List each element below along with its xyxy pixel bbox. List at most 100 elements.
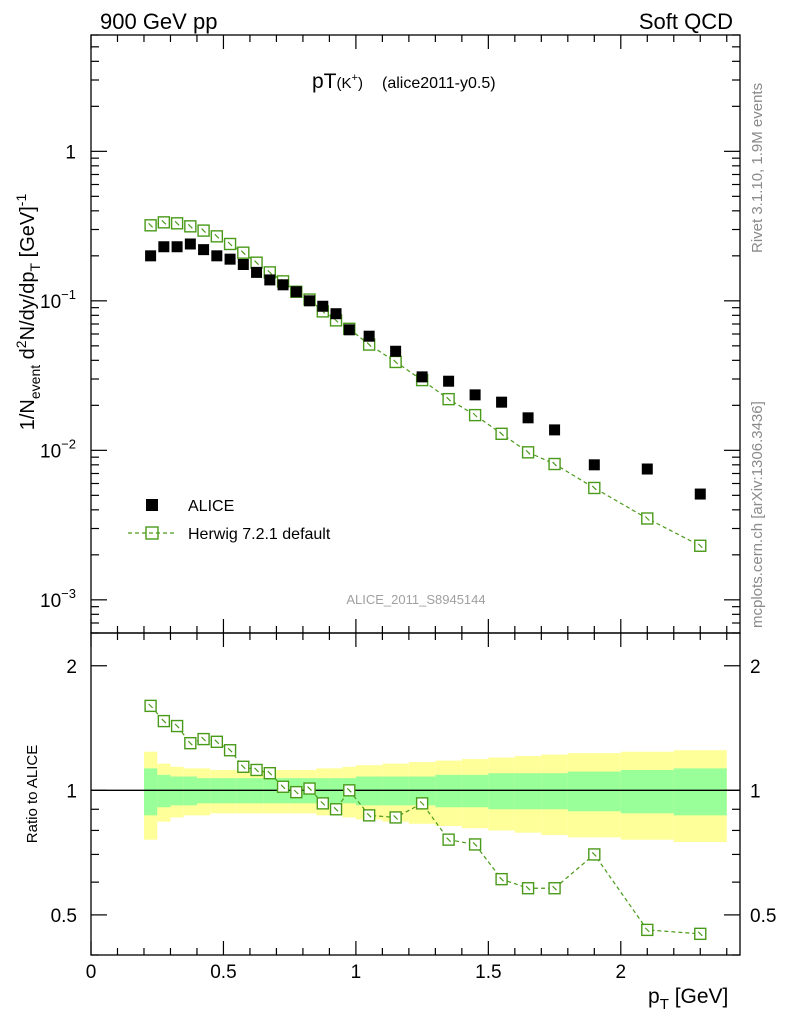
alice-marker [184, 238, 196, 250]
band-inner-bin [143, 768, 158, 816]
plot-title-sub: (K [337, 75, 352, 92]
legend: ALICE Herwig 7.2.1 default [128, 498, 331, 543]
band-inner-bin [157, 774, 171, 808]
herwig-marker-detail [697, 931, 703, 937]
herwig-marker-detail [254, 767, 259, 773]
herwig-marker-detail [201, 736, 207, 742]
x-tick-label: 0 [86, 962, 97, 983]
tick-exponent: −1 [61, 287, 76, 302]
herwig-marker-detail [393, 815, 399, 820]
ylabel-part-b-sup: 2 [13, 340, 29, 348]
herwig-marker-detail [499, 876, 505, 882]
alice-marker [330, 308, 342, 320]
alice-marker [251, 266, 263, 278]
alice-marker [641, 463, 653, 475]
main-y-tick-label: 1 [65, 142, 76, 163]
xlabel-sub: T [660, 996, 669, 1013]
alice-marker [522, 412, 534, 424]
herwig-marker-detail [307, 786, 312, 791]
alice-marker [198, 244, 210, 256]
x-tick-label: 1 [351, 962, 362, 983]
legend-label-herwig: Herwig 7.2.1 default [188, 526, 331, 543]
alice-marker [694, 488, 706, 500]
alice-marker [317, 300, 329, 312]
mcplots-reference-text: mcplots.cern.ch [arXiv:1306.3436] [749, 401, 766, 628]
ratio-y-tick-label-right: 2 [750, 657, 761, 678]
herwig-marker-detail [293, 789, 299, 795]
alice-marker [343, 324, 355, 336]
herwig-marker-detail [591, 852, 597, 857]
herwig-marker-detail [227, 241, 233, 247]
plot-title-sup: + [352, 72, 358, 84]
herwig-marker-detail [240, 250, 246, 256]
herwig-marker-detail [644, 516, 650, 521]
ratio-y-tick-label-right: 1 [750, 781, 761, 802]
analysis-id: ALICE_2011_S8945144 [346, 592, 485, 607]
legend-label-alice: ALICE [188, 498, 234, 515]
herwig-marker-detail [393, 359, 399, 365]
herwig-marker-detail [525, 885, 531, 891]
herwig-marker-detail [240, 764, 246, 770]
herwig-marker-detail [552, 461, 557, 467]
plot-title-close: ) [358, 75, 363, 92]
alice-marker [549, 424, 561, 436]
alice-marker [237, 258, 249, 270]
plot-title: pT(K+) [312, 70, 363, 93]
herwig-marker-detail [552, 885, 557, 891]
herwig-marker-detail [346, 787, 352, 793]
main-plot-frame [90, 34, 741, 634]
herwig-marker-detail [591, 485, 597, 491]
alice-marker [390, 345, 402, 357]
ylabel-part-d: [GeV] [17, 206, 39, 263]
alice-marker [443, 375, 455, 387]
tick-exponent: −2 [61, 436, 76, 451]
herwig-marker-detail [201, 228, 207, 234]
alice-marker [304, 295, 316, 307]
herwig-marker-detail [214, 233, 220, 239]
herwig-marker-detail [419, 800, 425, 806]
alice-marker [224, 253, 236, 265]
x-axis-label: pT [GeV] [648, 985, 728, 1013]
main-series-alice [145, 238, 706, 500]
herwig-marker-detail [499, 431, 505, 437]
alice-marker [264, 274, 276, 286]
ylabel-part-b: d [17, 348, 39, 365]
xlabel-unit: [GeV] [669, 985, 729, 1008]
alice-marker [588, 459, 600, 471]
herwig-marker-detail [174, 220, 180, 226]
herwig-marker-detail [187, 740, 193, 746]
main-y-tick-label: 10−2 [40, 436, 76, 462]
x-tick-label: 0.5 [210, 962, 236, 983]
herwig-marker-detail [446, 837, 452, 843]
header-right: Soft QCD [639, 9, 733, 34]
herwig-marker-detail [280, 784, 286, 790]
band-inner-bin [461, 774, 489, 808]
ylabel-part-c: N/dy/dp [17, 271, 39, 340]
ratio-plot-frame [90, 632, 741, 956]
ratio-y-tick-label-left: 0.5 [51, 906, 77, 927]
x-tick-label: 1.5 [475, 962, 501, 983]
herwig-marker-detail [333, 806, 339, 812]
tick-base: 10 [40, 591, 61, 612]
alice-marker [277, 279, 289, 291]
legend-marker-alice [146, 499, 158, 511]
alice-marker [496, 396, 508, 408]
legend-marker-herwig [145, 526, 159, 540]
tick-base: 10 [40, 441, 61, 462]
main-y-tick-label: 10−1 [40, 287, 76, 313]
alice-marker [211, 250, 223, 262]
alice-marker [145, 250, 157, 262]
herwig-marker-detail [267, 269, 273, 275]
ylabel-part-a-sub: event [27, 365, 43, 399]
rivet-version-text: Rivet 3.1.10, 1.9M events [749, 83, 766, 253]
herwig-marker-detail [697, 543, 703, 549]
herwig-marker-detail [472, 842, 478, 847]
herwig-marker-detail [366, 812, 372, 818]
ratio-series-herwig [144, 699, 707, 941]
ylabel-part-c-sub: T [27, 262, 43, 271]
band-inner-bin [620, 769, 674, 814]
alice-marker [290, 286, 302, 298]
herwig-marker-detail [254, 260, 259, 266]
ratio-y-tick-label-right: 0.5 [750, 906, 776, 927]
